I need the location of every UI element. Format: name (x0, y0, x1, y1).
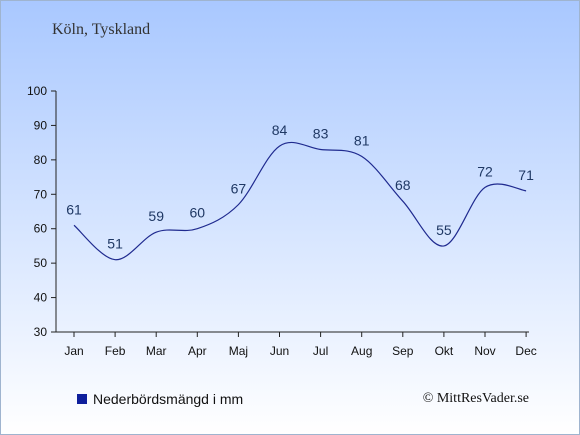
y-tick-label: 40 (34, 291, 48, 305)
data-label: 84 (272, 122, 288, 138)
legend-label: Nederbördsmängd i mm (93, 391, 244, 407)
data-label: 67 (231, 181, 247, 197)
data-label: 55 (436, 222, 452, 238)
x-tick-label: Mar (146, 344, 167, 358)
y-tick-label: 80 (34, 153, 48, 167)
chart-title: Köln, Tyskland (52, 21, 151, 38)
data-label: 60 (190, 205, 206, 221)
data-label: 83 (313, 126, 329, 142)
data-label: 81 (354, 132, 370, 148)
x-tick-label: Nov (474, 344, 495, 358)
x-tick-label: Maj (229, 344, 248, 358)
data-label: 59 (148, 208, 164, 224)
y-tick-label: 90 (34, 118, 48, 132)
y-tick-label: 70 (34, 187, 48, 201)
x-tick-label: Apr (188, 344, 207, 358)
legend: Nederbördsmängd i mm (77, 391, 243, 407)
data-label: 51 (107, 236, 123, 252)
y-tick-label: 100 (27, 84, 47, 98)
copyright-text: © MittResVader.se (422, 391, 529, 406)
x-tick-label: Jan (64, 344, 83, 358)
legend-swatch (77, 394, 87, 404)
x-tick-label: Aug (351, 344, 372, 358)
data-label: 72 (477, 163, 493, 179)
x-tick-label: Sep (392, 344, 414, 358)
x-tick-label: Jul (313, 344, 328, 358)
data-label: 68 (395, 177, 411, 193)
y-tick-label: 60 (34, 222, 48, 236)
y-tick-label: 50 (34, 256, 48, 270)
x-tick-label: Jun (270, 344, 289, 358)
x-tick-label: Okt (435, 344, 454, 358)
x-tick-label: Dec (515, 344, 536, 358)
y-tick-label: 30 (34, 325, 48, 339)
x-tick-label: Feb (105, 344, 126, 358)
series-line (73, 141, 527, 261)
data-label: 61 (66, 201, 82, 217)
data-label: 71 (518, 167, 534, 183)
